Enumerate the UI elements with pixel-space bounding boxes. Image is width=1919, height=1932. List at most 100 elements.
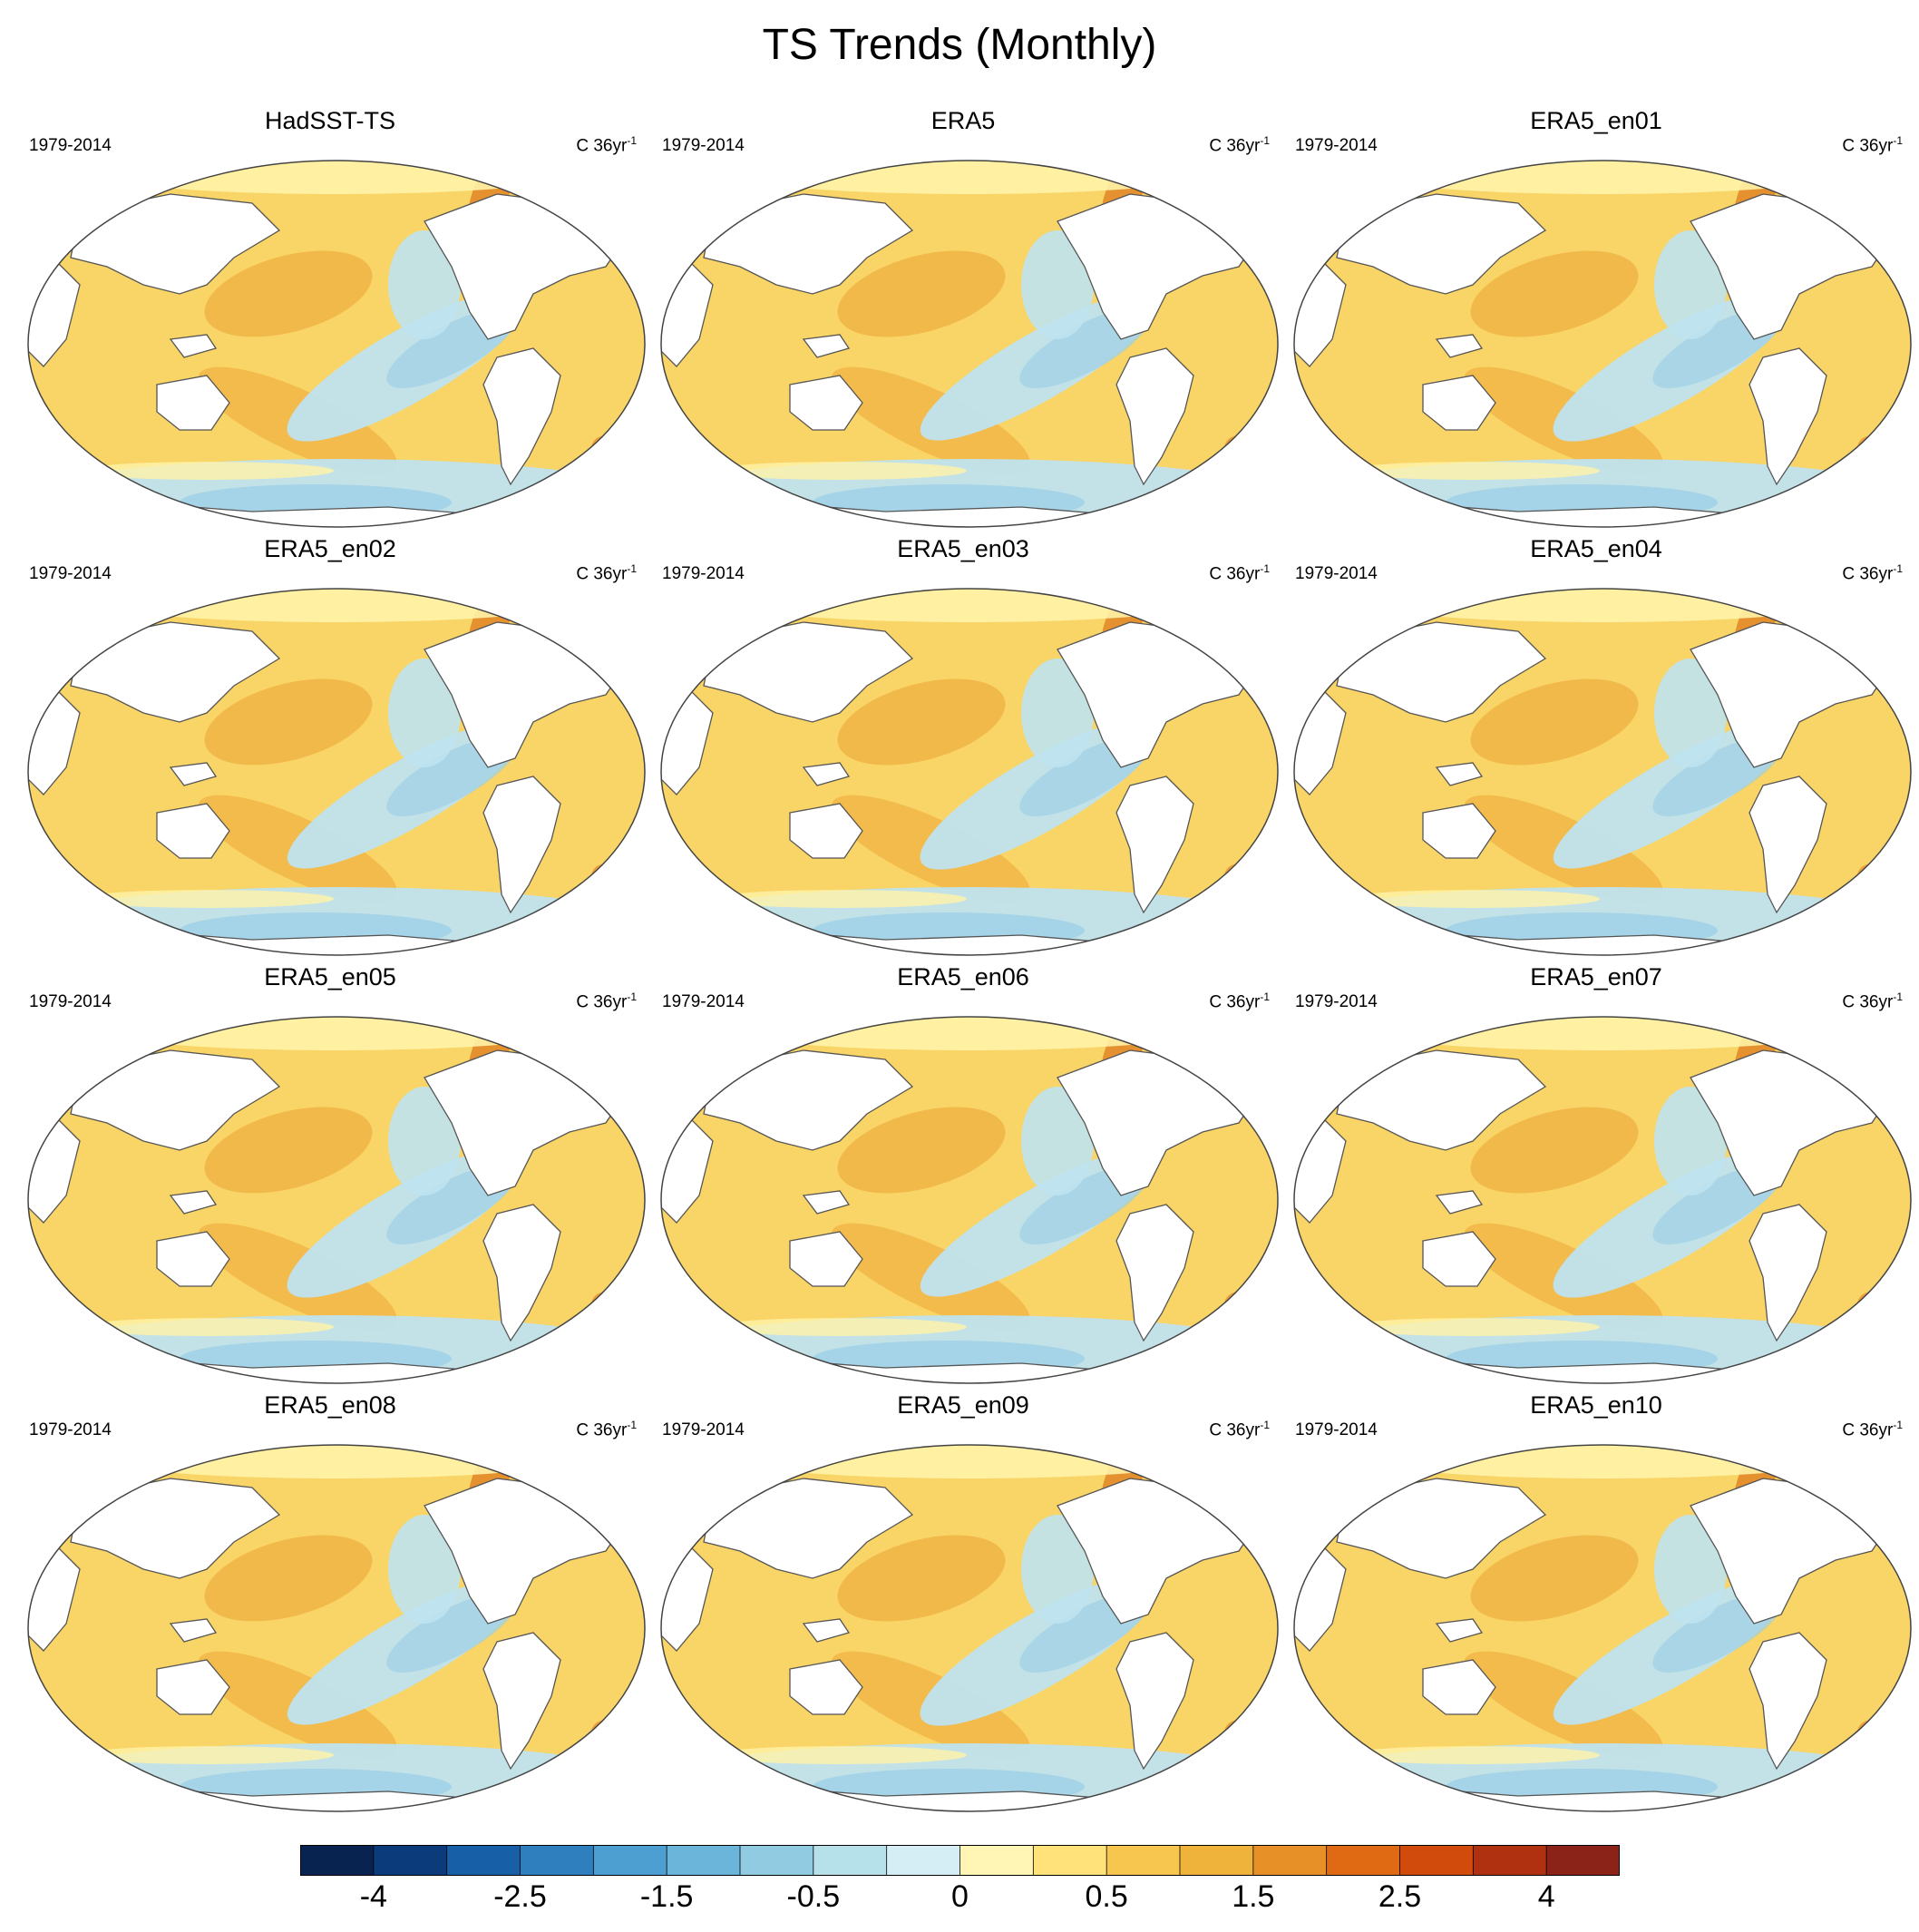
land-maritime-islands [169,1190,218,1215]
colorbar [300,1845,1620,1876]
trend-map [27,588,646,956]
warm-south-atlantic [591,1292,620,1317]
colorbar-swatch [1326,1845,1400,1876]
map-panel: ERA5_en04 1979-2014 C 36yr-1 [1279,535,1914,958]
land-maritime-islands [1435,1190,1484,1215]
land-greenland [569,1464,625,1507]
cool-northeast-pacific [1021,1087,1094,1195]
land-maritime-islands [802,1618,851,1643]
panel-title: ERA5 [930,107,996,134]
warm-south-atlantic [591,435,620,461]
panel-title: ERA5_en07 [1530,963,1662,990]
panel-period: 1979-2014 [662,564,745,583]
colorbar-swatch [373,1845,448,1876]
land-asia-east [703,193,914,295]
land-south-america [482,1204,561,1342]
trend-map [1293,588,1912,956]
land-south-america [1749,1204,1827,1342]
colorbar-tick-label: -0.5 [786,1879,841,1914]
trend-map [660,1444,1279,1812]
land-maritime-islands [802,334,851,358]
panel-period: 1979-2014 [29,992,112,1011]
neutral-southern-band [1346,462,1600,480]
warm-north-pacific [1470,678,1639,766]
land-australia [156,803,230,859]
colorbar-tick-label: -2.5 [493,1879,547,1914]
panel-title: ERA5_en10 [1530,1391,1662,1419]
land-south-america [1749,347,1827,486]
land-greenland [1202,180,1258,222]
warm-north-pacific [204,1107,373,1194]
panel-units: C 36yr-1 [1842,134,1903,156]
colorbar-tick-label: 0 [951,1879,969,1914]
colorbar-swatch [886,1845,960,1876]
map-panel: ERA5_en09 1979-2014 C 36yr-1 [646,1391,1281,1814]
land-australia [1422,803,1496,859]
map-outline [1293,160,1912,528]
warm-north-pacific [204,250,373,337]
map-outline [660,1444,1279,1812]
cool-northeast-pacific [1654,1087,1727,1195]
warm-north-pacific [204,678,373,766]
panel-period: 1979-2014 [662,136,745,155]
panel-period: 1979-2014 [29,1420,112,1439]
land-asia-east [1336,1049,1547,1151]
land-asia-east [70,1049,281,1151]
neutral-southern-band [1346,1318,1600,1336]
land-australia [1422,1231,1496,1287]
warm-south-atlantic [1224,1720,1253,1745]
land-asia-east [703,1478,914,1579]
land-asia-east [70,193,281,295]
colorbar-swatch [1546,1845,1620,1876]
map-outline [660,160,1279,528]
map-outline [27,160,646,528]
land-greenland [1835,1036,1891,1078]
warm-south-atlantic [591,1720,620,1745]
map-panel: ERA5_en03 1979-2014 C 36yr-1 [646,535,1281,958]
land-asia-east [703,1049,914,1151]
warm-south-atlantic [1224,435,1253,461]
land-asia-east [70,621,281,723]
land-asia-east [703,621,914,723]
land-australia [789,803,863,859]
warm-north-pacific [837,1107,1006,1194]
trend-map [27,160,646,528]
map-outline [27,588,646,956]
land-south-america [1749,1632,1827,1771]
panel-units: C 36yr-1 [1209,134,1270,156]
panel-period: 1979-2014 [29,136,112,155]
map-outline [660,588,1279,956]
map-outline [27,1016,646,1384]
land-greenland [1202,1464,1258,1507]
land-asia-east [1336,1478,1547,1579]
land-australia [156,1231,230,1287]
warm-south-atlantic [591,864,620,889]
neutral-southern-band [713,1318,967,1336]
warm-south-atlantic [1857,435,1886,461]
panel-units: C 36yr-1 [1842,990,1903,1012]
map-outline [1293,588,1912,956]
neutral-southern-band [80,890,334,908]
land-australia [789,1659,863,1715]
land-australia [1422,375,1496,431]
colorbar-swatch [1252,1845,1328,1876]
colorbar-labels: -4 -2.5 -1.5 -0.5 0 0.5 1.5 2.5 4 [300,1879,1620,1925]
panel-title: ERA5_en08 [264,1391,396,1419]
trend-map [1293,1444,1912,1812]
panel-title: ERA5_en09 [897,1391,1029,1419]
map-panel: ERA5_en10 1979-2014 C 36yr-1 [1279,1391,1914,1814]
panel-period: 1979-2014 [662,992,745,1011]
neutral-southern-band [80,1318,334,1336]
cool-northeast-pacific [1021,1515,1094,1624]
land-asia-east [70,1478,281,1579]
cool-northeast-pacific [388,1087,461,1195]
panel-title: HadSST-TS [264,107,396,134]
map-outline [1293,1444,1912,1812]
trend-map [27,1444,646,1812]
map-panel: ERA5_en02 1979-2014 C 36yr-1 [13,535,648,958]
main-title: TS Trends (Monthly) [762,21,1157,69]
colorbar-swatch [1399,1845,1474,1876]
land-south-america [1749,776,1827,914]
land-maritime-islands [1435,1618,1484,1643]
land-maritime-islands [1435,334,1484,358]
